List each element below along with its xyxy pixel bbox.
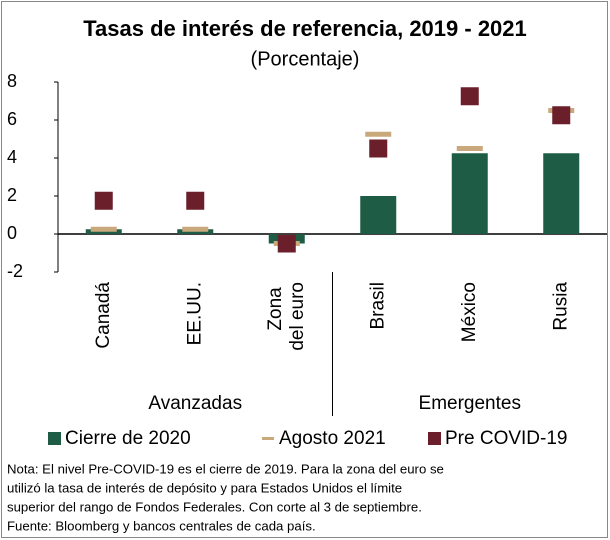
square-marker (94, 191, 113, 210)
y-tick-label: 0 (7, 223, 17, 243)
chart-title: Tasas de interés de referencia, 2019 - 2… (83, 16, 527, 41)
square-marker (369, 139, 388, 158)
x-tick-label-line: del euro (287, 282, 308, 351)
chart-subtitle: (Porcentaje) (251, 48, 360, 70)
note-line: Fuente: Bloomberg y bancos centrales de … (7, 518, 316, 533)
legend-label: Agosto 2021 (279, 428, 386, 449)
legend-label: Pre COVID-19 (445, 428, 567, 449)
legend-swatch (428, 432, 441, 445)
x-tick-label-line: Zona (265, 282, 286, 331)
legend-swatch (262, 437, 274, 440)
y-tick-label: -2 (7, 261, 23, 281)
y-tick-label: 4 (7, 147, 17, 167)
bar (543, 153, 580, 234)
x-tick-label: EE.UU. (184, 282, 205, 345)
dash-marker (90, 226, 117, 232)
legend-swatch (48, 432, 61, 445)
note-line: utilizó la tasa de interés de depósito y… (7, 480, 402, 495)
square-marker (460, 87, 479, 106)
note-line: superior del rango de Fondos Federales. … (7, 499, 422, 514)
group-label: Avanzadas (148, 393, 242, 414)
x-tick-label: México (459, 282, 480, 342)
y-tick-label: 6 (7, 109, 17, 129)
bar (360, 196, 397, 234)
group-label: Emergentes (419, 393, 521, 414)
dash-marker (456, 146, 483, 151)
legend-label: Cierre de 2020 (65, 428, 191, 449)
bar (451, 153, 488, 234)
x-tick-label: Rusia (550, 282, 571, 331)
note-line: Nota: El nivel Pre-COVID-19 es el cierre… (7, 461, 444, 476)
square-marker (186, 191, 205, 210)
square-marker (277, 234, 296, 253)
y-tick-label: 2 (7, 185, 17, 205)
x-tick-label: Brasil (367, 282, 388, 330)
x-tick-label: Canadá (93, 282, 114, 349)
x-tick-label: Zona del euro (265, 282, 308, 351)
dash-marker (182, 226, 209, 232)
dash-marker (365, 131, 392, 137)
square-marker (552, 106, 571, 125)
y-tick-label: 8 (7, 71, 17, 91)
